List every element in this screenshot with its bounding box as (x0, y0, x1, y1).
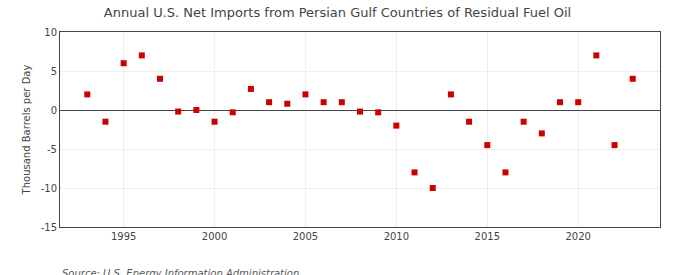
svg-text:-10: -10 (41, 183, 57, 194)
svg-text:2020: 2020 (565, 231, 590, 242)
svg-text:Source: U.S. Energy Informatio: Source: U.S. Energy Information Administ… (62, 268, 299, 275)
svg-text:2000: 2000 (202, 231, 227, 242)
svg-text:0: 0 (51, 105, 57, 116)
svg-text:5: 5 (51, 66, 57, 77)
svg-text:-15: -15 (41, 222, 57, 233)
svg-text:2005: 2005 (293, 231, 318, 242)
svg-text:Thousand Barrels per Day: Thousand Barrels per Day (21, 65, 32, 196)
svg-text:2015: 2015 (475, 231, 500, 242)
svg-text:Annual U.S. Net Imports from P: Annual U.S. Net Imports from Persian Gul… (104, 5, 571, 20)
svg-text:-5: -5 (47, 144, 57, 155)
svg-text:2010: 2010 (384, 231, 409, 242)
svg-text:1995: 1995 (111, 231, 136, 242)
svg-text:10: 10 (44, 27, 57, 38)
